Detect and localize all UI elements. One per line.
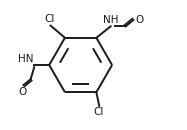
- Text: NH: NH: [103, 15, 119, 25]
- Text: O: O: [19, 87, 27, 97]
- Text: O: O: [135, 15, 143, 25]
- Text: Cl: Cl: [93, 107, 104, 117]
- Text: Cl: Cl: [45, 14, 55, 24]
- Text: HN: HN: [18, 54, 33, 64]
